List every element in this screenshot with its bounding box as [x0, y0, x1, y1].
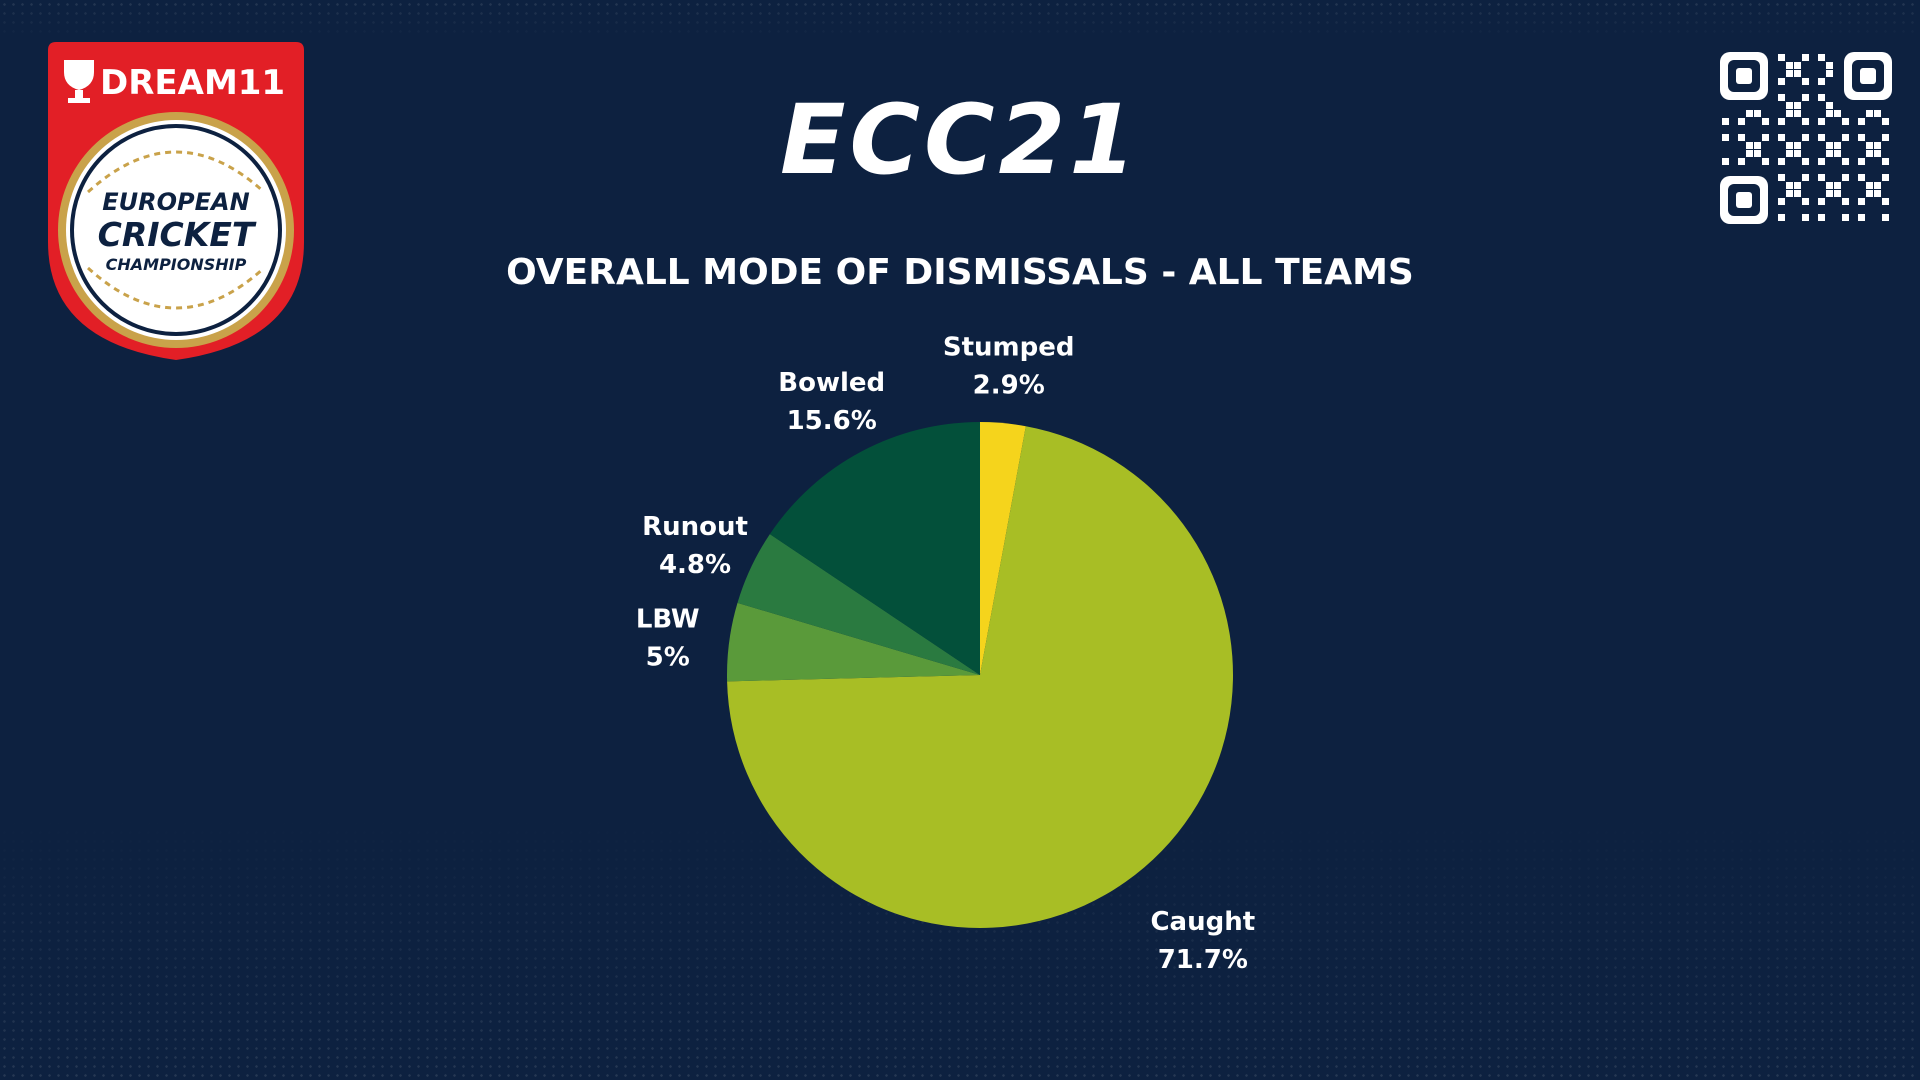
pie-slice-bowled: [769, 422, 980, 675]
brand-title: ECC21: [779, 84, 1141, 196]
slice-label-stumped: Stumped: [943, 332, 1075, 362]
slice-label-lbw: LBW: [636, 605, 700, 635]
ecc-dream11-logo: DREAM11 EUROPEAN CRICKET CHAMPIONSHIP: [48, 42, 304, 360]
logo-line1: EUROPEAN: [102, 188, 249, 216]
logo-line2: CRICKET: [98, 215, 257, 254]
slice-value-caught: 71.7%: [1158, 945, 1248, 975]
qr-code-icon: [1720, 52, 1892, 224]
pie-slice-runout: [737, 534, 980, 675]
slice-label-runout: Runout: [642, 512, 748, 542]
slice-value-bowled: 15.6%: [787, 406, 877, 436]
pie-slice-caught: [727, 426, 1234, 929]
logo-sponsor-text: DREAM11: [100, 63, 285, 103]
slice-value-lbw: 5%: [646, 643, 690, 673]
logo-line3: CHAMPIONSHIP: [106, 255, 247, 274]
slice-value-runout: 4.8%: [659, 550, 731, 580]
slice-label-caught: Caught: [1150, 907, 1255, 937]
dream11-trophy-icon: [64, 60, 94, 103]
slice-label-bowled: Bowled: [778, 368, 885, 398]
pie-slice-stumped: [980, 422, 1026, 675]
pie-slice-lbw: [726, 602, 980, 682]
chart-title: OVERALL MODE OF DISMISSALS - ALL TEAMS: [506, 252, 1414, 293]
slice-value-stumped: 2.9%: [973, 370, 1045, 400]
